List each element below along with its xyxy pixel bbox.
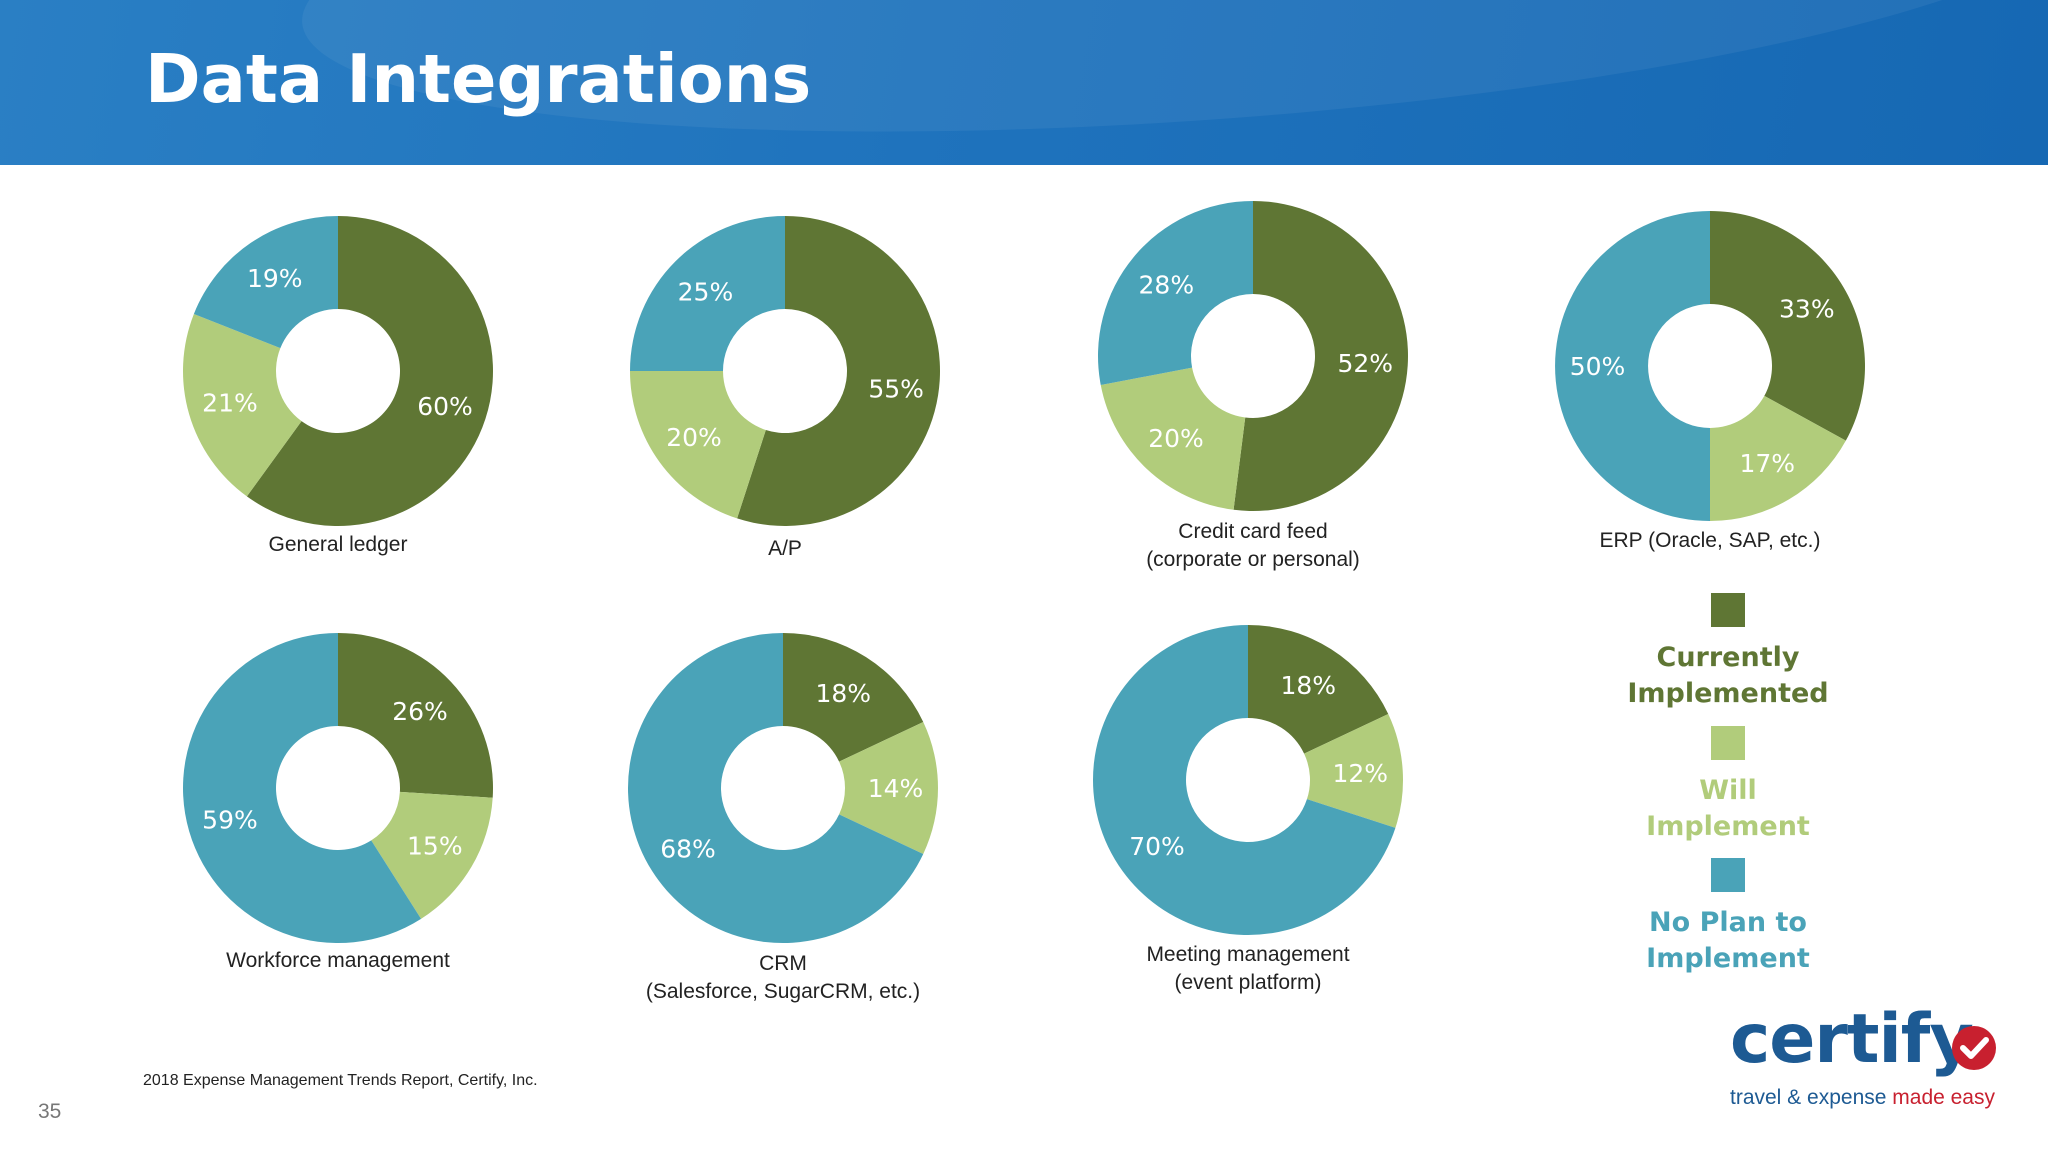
donut-label-current: 26% <box>392 697 448 726</box>
source-note: 2018 Expense Management Trends Report, C… <box>143 1072 538 1089</box>
donut-label-will: 21% <box>202 388 258 417</box>
page-title: Data Integrations <box>145 40 812 118</box>
chart-caption: Workforce management <box>226 949 450 972</box>
donut-slice-no-plan <box>182 633 422 943</box>
donut-chart-6: 18% 12% 70% <box>1093 625 1404 935</box>
legend-label-no-plan: No Plan to Implement <box>1646 907 1810 974</box>
legend-swatch-current <box>1711 593 1745 627</box>
donut-label-no-plan: 25% <box>678 277 734 306</box>
donut-slice-no-plan <box>1093 625 1396 935</box>
header-banner: Data Integrations <box>0 0 2048 165</box>
donut-label-no-plan: 59% <box>202 805 258 834</box>
donut-slice-current <box>338 633 494 798</box>
chart-caption: Meeting management (event platform) <box>1146 943 1350 994</box>
donut-chart-2: 52% 20% 28% <box>1098 201 1408 511</box>
donut-label-no-plan: 50% <box>1570 352 1626 381</box>
donut-slice-no-plan <box>1555 211 1710 521</box>
donut-label-current: 18% <box>815 679 871 708</box>
donut-label-will: 20% <box>1148 424 1204 453</box>
chart-caption: CRM (Salesforce, SugarCRM, etc.) <box>645 952 921 1003</box>
donut-label-no-plan: 19% <box>247 264 303 293</box>
donut-slice-will <box>1100 367 1246 510</box>
donut-label-no-plan: 28% <box>1139 270 1195 299</box>
donut-label-will: 12% <box>1332 759 1388 788</box>
donut-slice-current <box>246 216 493 526</box>
donut-label-will: 15% <box>407 831 463 860</box>
donut-slice-no-plan <box>193 216 338 349</box>
donut-chart-4: 26% 15% 59% <box>182 633 494 943</box>
donut-slice-will <box>1710 395 1846 521</box>
logo-tagline: travel & expense made easy <box>1730 1086 1995 1110</box>
donut-label-no-plan: 70% <box>1129 832 1185 861</box>
donut-slice-no-plan <box>630 216 785 371</box>
donut-slice-current <box>1233 201 1408 511</box>
check-circle-icon <box>1952 1026 1996 1070</box>
donut-chart-5: 18% 14% 68% <box>628 633 938 943</box>
donut-label-no-plan: 68% <box>660 834 716 863</box>
chart-caption: A/P <box>768 537 802 560</box>
logo-tagline-main: travel & expense <box>1730 1086 1893 1109</box>
legend-swatch-no-plan <box>1711 858 1745 892</box>
chart-caption: ERP (Oracle, SAP, etc.) <box>1599 529 1821 552</box>
donut-label-current: 60% <box>417 392 473 421</box>
donut-label-current: 18% <box>1280 671 1336 700</box>
donut-slice-current <box>1710 211 1865 441</box>
logo-wordmark: certify <box>1730 1000 1974 1079</box>
donut-chart-3: 33% 17% 50% <box>1555 211 1865 521</box>
donut-label-will: 20% <box>666 423 722 452</box>
donut-label-current: 33% <box>1779 295 1835 324</box>
donut-slice-will <box>182 313 302 497</box>
donut-chart-0: 60% 21% 19% <box>182 216 493 526</box>
donut-slice-will <box>630 371 766 519</box>
donut-slice-will <box>1304 714 1404 828</box>
donut-slice-current <box>1248 625 1389 754</box>
legend-label-will: Will Implement <box>1646 775 1810 842</box>
certify-logo: certify travel & expense made easy <box>1725 1000 2005 1120</box>
donut-slice-will <box>371 791 493 919</box>
legend-swatch-will <box>1711 726 1745 760</box>
donut-slice-current <box>783 633 924 762</box>
donut-slice-current <box>737 216 941 526</box>
chart-caption: Credit card feed (corporate or personal) <box>1146 520 1360 571</box>
chart-caption: General ledger <box>268 533 408 556</box>
donut-label-will: 14% <box>868 774 924 803</box>
donut-slice-no-plan <box>1098 201 1253 386</box>
logo-tagline-accent: made easy <box>1892 1086 1995 1109</box>
donut-slice-no-plan <box>628 633 924 943</box>
donut-chart-1: 55% 20% 25% <box>630 216 941 526</box>
donut-slice-will <box>839 722 938 854</box>
legend-label-current: Currently Implemented <box>1627 642 1829 709</box>
donut-label-current: 52% <box>1337 349 1393 378</box>
donut-label-current: 55% <box>868 375 924 404</box>
donut-label-will: 17% <box>1739 449 1795 478</box>
page-number: 35 <box>38 1100 62 1123</box>
